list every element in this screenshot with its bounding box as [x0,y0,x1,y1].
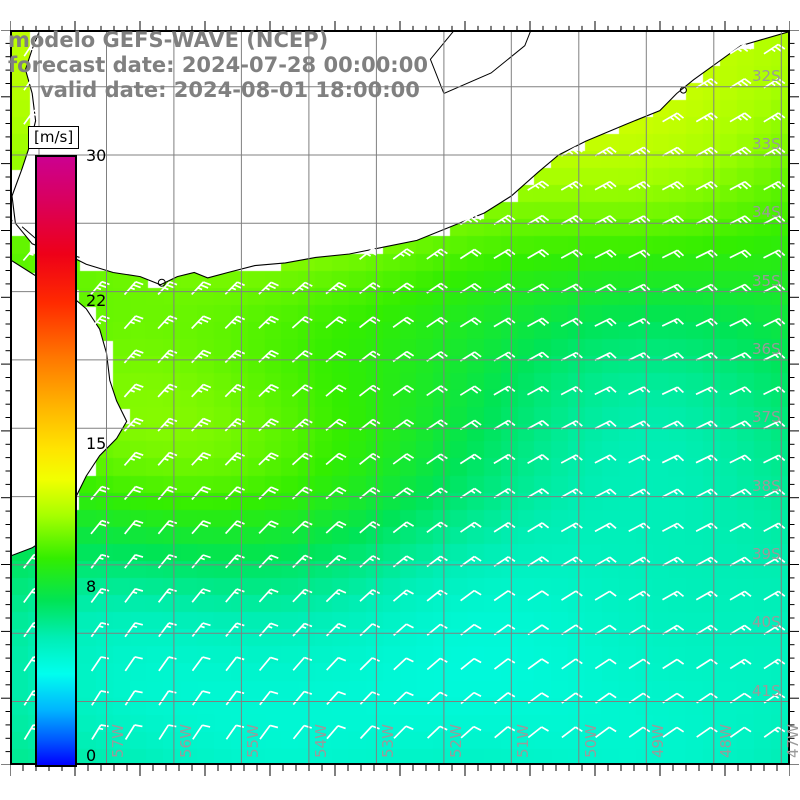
colorbar-tick-15: 15 [86,434,107,453]
colorbar-gradient [35,155,77,767]
colorbar-tick-30: 30 [86,146,107,165]
latitude-label: 33S [752,134,781,153]
colorbar-tick-8: 8 [86,577,97,596]
latitude-label: 37S [752,408,781,427]
longitude-label: 56W [176,724,195,758]
longitude-label: 48W [716,724,735,758]
longitude-label: 57W [109,724,128,758]
map-plot-area [10,30,790,765]
latitude-label: 39S [752,544,781,563]
latitude-label: 32S [752,66,781,85]
longitude-label: 50W [581,724,600,758]
colorbar-tick-0: 0 [86,746,97,765]
longitude-label: 47W [784,724,800,758]
forecast-date-line: forecast date: 2024-07-28 00:00:00 [8,53,428,77]
land-fill-north [12,32,788,285]
longitude-label: 49W [649,724,668,758]
right-axis-ticks [789,30,799,765]
longitude-label: 53W [379,724,398,758]
longitude-label: 54W [311,724,330,758]
latitude-label: 34S [752,203,781,222]
land-mask-layer [12,32,788,557]
latitude-label: 36S [752,339,781,358]
latitude-label: 38S [752,476,781,495]
longitude-label: 52W [446,724,465,758]
longitude-label: 55W [244,724,263,758]
valid-date-line: valid date: 2024-08-01 18:00:00 [40,78,420,102]
colorbar-tick-22: 22 [86,291,107,310]
latitude-label: 40S [752,613,781,632]
colorbar-unit-label: [m/s] [28,126,80,149]
latitude-label: 35S [752,271,781,290]
latitude-label: 41S [752,681,781,700]
title-block: modelo GEFS-WAVE (NCEP) forecast date: 2… [0,28,520,103]
bottom-axis-ticks [10,765,790,776]
longitude-label: 51W [514,724,533,758]
coastline-north [12,32,788,286]
model-title: modelo GEFS-WAVE (NCEP) [8,28,329,52]
